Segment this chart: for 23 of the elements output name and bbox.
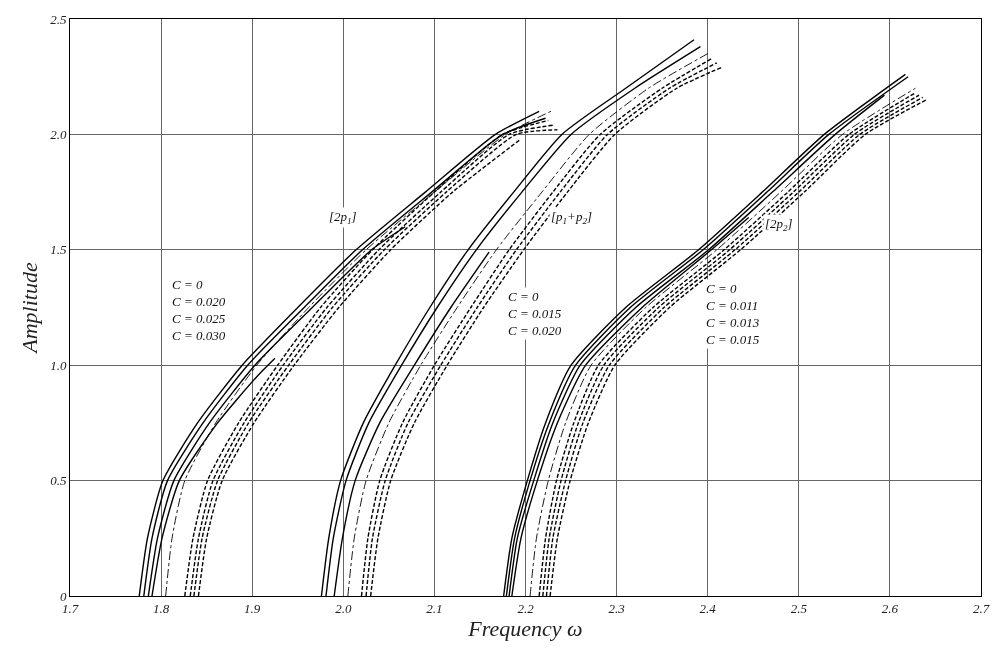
annotation: [2p$_{2}$] <box>765 216 793 233</box>
y-axis-title: Amplitude <box>16 262 42 355</box>
x-axis-title: Frequency ω <box>467 615 583 641</box>
x-tick-label: 2.4 <box>699 600 717 616</box>
y-tick-label: 2.0 <box>50 126 67 142</box>
x-tick-label: 2.3 <box>608 600 626 616</box>
y-tick-label: 1.0 <box>50 357 67 373</box>
y-tick-label: 0.5 <box>50 473 67 489</box>
y-tick-label: 1.5 <box>50 242 67 258</box>
x-tick-label: 1.8 <box>152 600 170 616</box>
x-tick-label: 2.6 <box>881 600 899 616</box>
x-tick-label: 2.0 <box>335 600 352 616</box>
annotation: C = 0 C = 0.011 C = 0.013 C = 0.015 <box>706 281 760 347</box>
x-tick-label: 2.2 <box>517 600 535 616</box>
annotation: C = 0 C = 0.020 C = 0.025 C = 0.030 <box>172 277 226 343</box>
x-tick-label: 1.9 <box>244 600 261 616</box>
x-tick-label: 2.7 <box>972 600 990 616</box>
x-tick-label: 2.5 <box>790 600 808 616</box>
annotation: C = 0 C = 0.015 C = 0.020 <box>508 289 562 338</box>
x-tick-label: 2.1 <box>426 600 443 616</box>
annotation: [p$_{1}$+p$_{2}$] <box>551 209 592 226</box>
annotation: [2p$_{1}$] <box>329 209 357 226</box>
y-tick-label: 2.5 <box>50 11 67 27</box>
